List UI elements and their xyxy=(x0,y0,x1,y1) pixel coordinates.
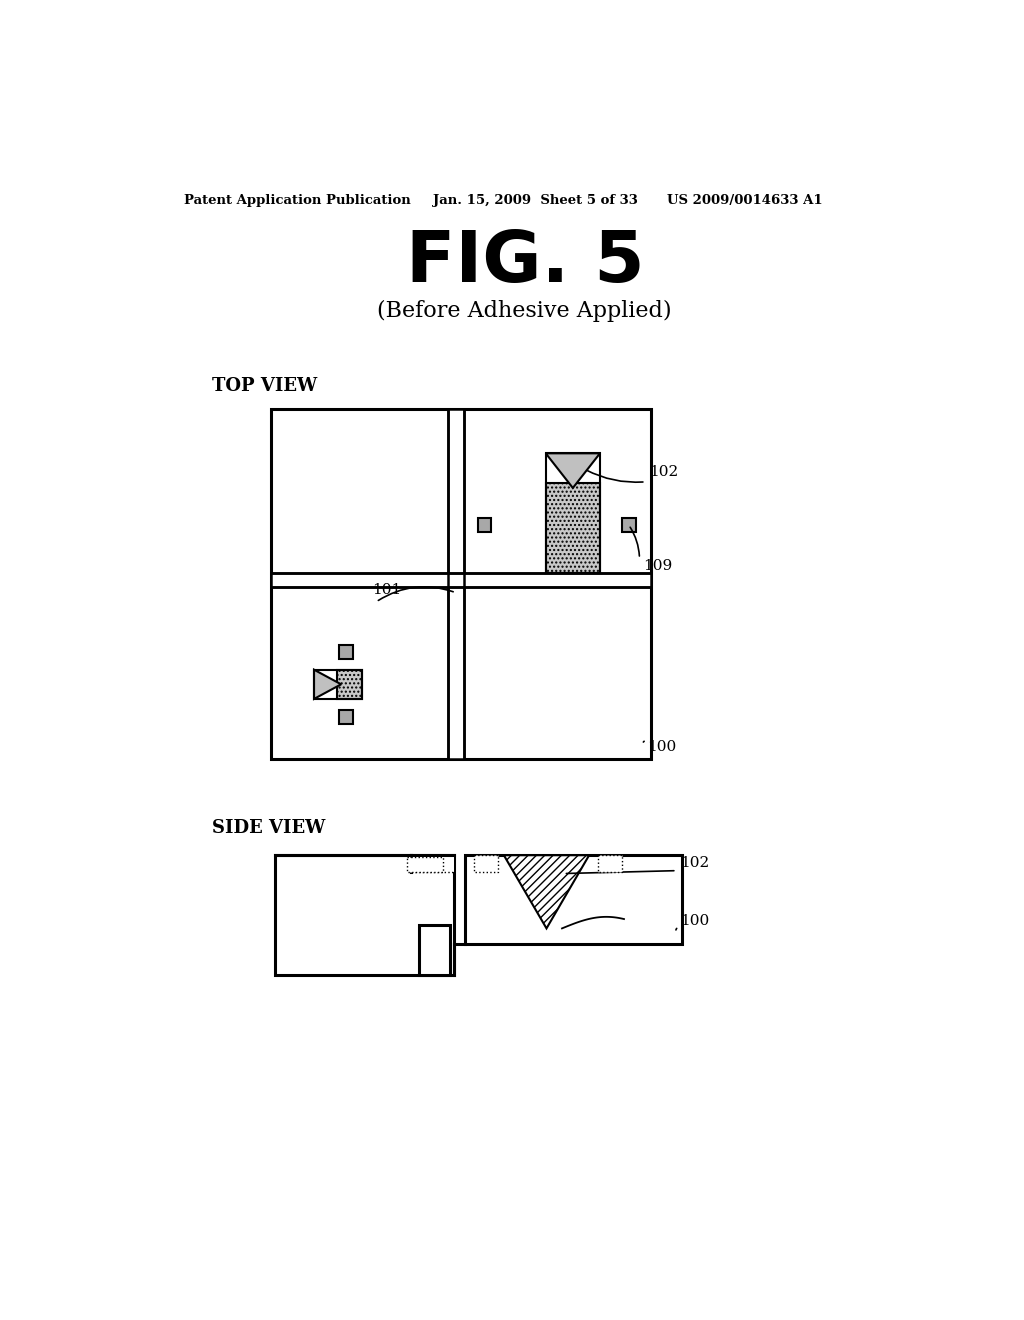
Bar xyxy=(465,855,682,944)
Text: SIDE VIEW: SIDE VIEW xyxy=(212,820,325,837)
Bar xyxy=(407,857,443,873)
Bar xyxy=(474,855,498,873)
Text: TOP VIEW: TOP VIEW xyxy=(212,376,316,395)
Bar xyxy=(271,409,651,759)
Bar xyxy=(598,855,622,873)
Text: 102: 102 xyxy=(649,465,678,479)
Text: 101: 101 xyxy=(372,582,401,597)
Bar xyxy=(546,453,600,573)
Bar xyxy=(546,483,600,573)
Polygon shape xyxy=(504,855,589,928)
Text: Patent Application Publication: Patent Application Publication xyxy=(183,194,411,207)
Bar xyxy=(411,855,454,873)
Text: 100: 100 xyxy=(680,913,709,928)
Bar xyxy=(275,855,454,974)
Bar xyxy=(449,409,464,759)
Bar xyxy=(622,517,636,532)
Bar xyxy=(314,669,362,700)
Text: 100: 100 xyxy=(647,739,677,754)
Text: 102: 102 xyxy=(680,855,709,870)
Text: FIG. 5: FIG. 5 xyxy=(406,228,644,297)
Bar xyxy=(339,710,352,723)
Bar xyxy=(477,517,492,532)
Bar xyxy=(339,645,352,659)
Polygon shape xyxy=(314,669,341,700)
Bar xyxy=(337,669,362,700)
Text: Jan. 15, 2009  Sheet 5 of 33: Jan. 15, 2009 Sheet 5 of 33 xyxy=(432,194,638,207)
Text: (Before Adhesive Applied): (Before Adhesive Applied) xyxy=(378,300,672,322)
Bar xyxy=(419,924,450,974)
Polygon shape xyxy=(546,453,600,488)
Bar xyxy=(271,573,651,586)
Text: 109: 109 xyxy=(643,560,673,573)
Text: US 2009/0014633 A1: US 2009/0014633 A1 xyxy=(667,194,822,207)
